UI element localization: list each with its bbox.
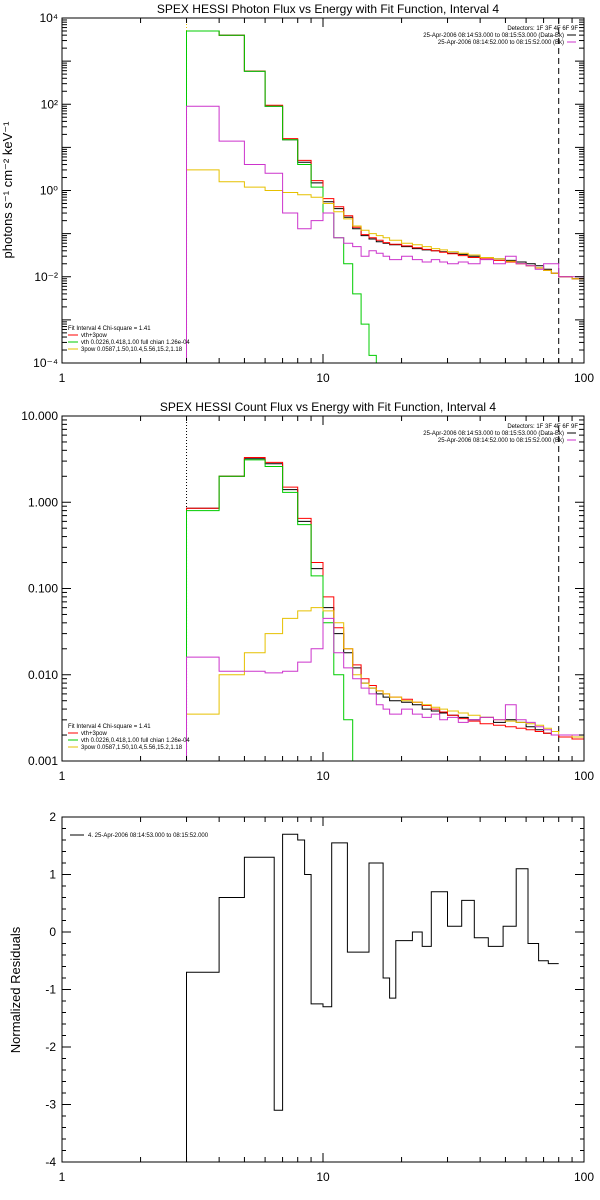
- axes-frame: [61, 17, 585, 364]
- y-tick-label: -3: [45, 1098, 56, 1112]
- step-series: [186, 30, 584, 363]
- x-tick-label: 100: [574, 1170, 594, 1184]
- panel-title: SPEX HESSI Count Flux vs Energy with Fit…: [160, 400, 496, 414]
- step-series: [186, 30, 584, 363]
- x-tick-label: 1: [59, 371, 66, 385]
- step-series: [186, 458, 584, 761]
- y-tick-label: 10.000: [21, 409, 58, 423]
- plot-area: 1 10 100 -4 -3 -2 -1 0 1 2 4. 25-Apr-2006 08:14:53…: [45, 810, 594, 1184]
- x-tick-label: 1: [59, 1170, 66, 1184]
- fit-legend-label: 3pow 0.0587,1.50,10.4,5.56,15.2,1.18: [81, 347, 183, 353]
- header-line: 25-Apr-2006 08:14:53.000 to 08:15:53.000…: [423, 33, 564, 39]
- tick-marks: [61, 816, 584, 1163]
- fit-legend-label: 3pow 0.0587,1.50,10.4,5.56,15.2,1.18: [81, 745, 183, 751]
- legend-label: 4. 25-Apr-2006 08:14:53.000 to 08:15:52.…: [88, 833, 209, 839]
- y-tick-label: -1: [45, 983, 56, 997]
- y-tick-label: 0.001: [28, 754, 58, 768]
- x-tick-label: 10: [316, 769, 330, 783]
- x-tick-label: 10: [316, 371, 330, 385]
- y-tick-label: 1.000: [28, 495, 58, 509]
- series-group: [186, 416, 584, 761]
- fit-legend-label: vth 0.0226,0.418,1.00 full chian 1.26e-0…: [81, 738, 190, 744]
- step-series: [186, 457, 584, 761]
- x-tick-label: 100: [574, 769, 594, 783]
- y-tick-label: -4: [45, 1155, 56, 1169]
- tick-marks: [61, 18, 584, 364]
- step-series: [186, 169, 584, 363]
- y-tick-label: 1: [49, 868, 56, 882]
- y-tick-label: 2: [49, 810, 56, 824]
- y-tick-label: 10⁻⁴: [33, 356, 58, 370]
- axes-frame: [61, 415, 585, 762]
- y-tick-label: 10²: [41, 97, 58, 111]
- y-tick-label: -2: [45, 1040, 56, 1054]
- step-series: [186, 607, 584, 761]
- y-axis-label: photons s⁻¹ cm⁻² keV⁻¹: [0, 121, 15, 259]
- fit-header: Fit Interval 4 Chi-square = 1.41: [68, 326, 151, 332]
- series-group: [186, 833, 559, 1162]
- x-tick-label: 1: [59, 769, 66, 783]
- x-tick-label: 100: [574, 371, 594, 385]
- panel-title: SPEX HESSI Photon Flux vs Energy with Fi…: [157, 2, 499, 16]
- step-series: [186, 30, 390, 363]
- step-series: [186, 617, 584, 761]
- y-tick-label: 10⁴: [39, 11, 58, 25]
- residuals-panel: Normalized Residuals 1 10 100 -4 -3 -2 -1 0 1 2 4.…: [8, 810, 594, 1184]
- fit-legend-label: vth+3pow: [81, 333, 108, 339]
- plot-area: 1 10 100 10⁻⁴ 10⁻² 10⁰ 10² 10⁴ 25-Apr-2006 08:14…: [33, 11, 594, 385]
- fit-legend-label: vth+3pow: [81, 731, 108, 737]
- y-tick-label: 0.010: [28, 668, 58, 682]
- step-series: [186, 833, 559, 1162]
- y-tick-label: 0.100: [28, 582, 58, 596]
- y-tick-label: 10⁰: [40, 184, 58, 198]
- count-flux-panel: SPEX HESSI Count Flux vs Energy with Fit…: [21, 400, 594, 783]
- detectors-label: Detectors: 1F 3F 4F 6F 9F: [507, 424, 578, 430]
- photon-flux-panel: SPEX HESSI Photon Flux vs Energy with Fi…: [0, 2, 594, 385]
- x-tick-label: 10: [316, 1170, 330, 1184]
- header-line: 25-Apr-2006 08:14:53.000 to 08:15:53.000…: [423, 431, 564, 437]
- fit-header: Fit Interval 4 Chi-square = 1.41: [68, 724, 151, 730]
- y-tick-label: 10⁻²: [34, 270, 58, 284]
- series-group: [186, 18, 584, 363]
- y-axis-label: Normalized Residuals: [8, 926, 23, 1053]
- y-tick-label: 0: [49, 925, 56, 939]
- detectors-label: Detectors: 1F 3F 4F 6F 9F: [507, 26, 578, 32]
- fit-legend-label: vth 0.0226,0.418,1.00 full chian 1.26e-0…: [81, 340, 190, 346]
- step-series: [186, 459, 377, 761]
- header-line: 25-Apr-2006 08:14:52.000 to 08:15:52.000…: [438, 438, 564, 444]
- step-series: [186, 105, 584, 363]
- plot-area: 1 10 100 0.001 0.010 0.100 1.000 10.000 25-Apr-2…: [21, 409, 594, 783]
- header-line: 25-Apr-2006 08:14:52.000 to 08:15:52.000…: [438, 40, 564, 46]
- axes-frame: [61, 816, 585, 1163]
